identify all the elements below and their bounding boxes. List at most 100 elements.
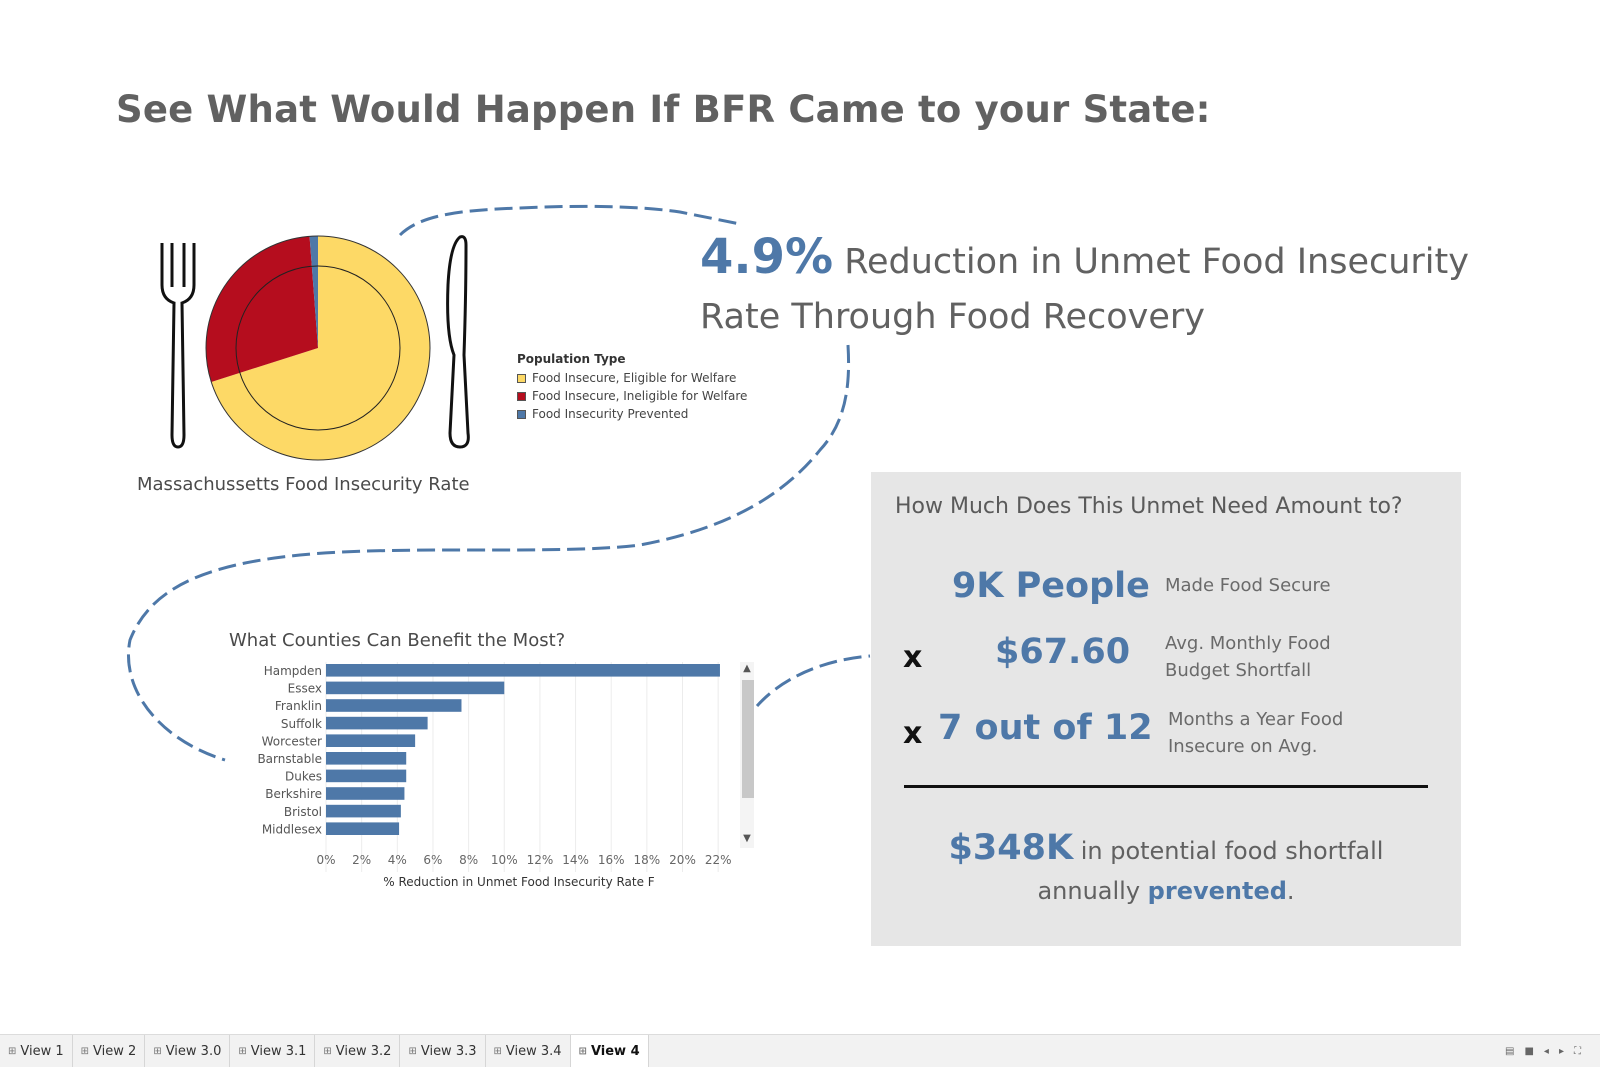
panel-question: How Much Does This Unmet Need Amount to? xyxy=(895,494,1403,519)
pie-caption: Massachussetts Food Insecurity Rate xyxy=(137,474,470,495)
sheet-icon: ⊞ xyxy=(408,1045,417,1057)
legend-item[interactable]: Food Insecurity Prevented xyxy=(517,405,747,423)
bar[interactable] xyxy=(326,804,401,818)
bar[interactable] xyxy=(326,664,720,677)
tab-view-3-0[interactable]: ⊞ View 3.0 xyxy=(145,1035,231,1067)
next-sheet-icon[interactable]: ▸ xyxy=(1558,1046,1564,1057)
bar[interactable] xyxy=(326,752,407,765)
category-label: Worcester xyxy=(262,734,322,748)
desc-line: Months a Year Food xyxy=(1168,709,1344,730)
x-tick-label: 18% xyxy=(634,853,661,867)
x-tick-label: 0% xyxy=(316,853,335,867)
tab-label: View 4 xyxy=(590,1043,640,1059)
desc-line: Budget Shortfall xyxy=(1165,660,1312,681)
tab-label: View 3.1 xyxy=(250,1043,307,1059)
bar[interactable] xyxy=(326,716,428,730)
people-desc: Made Food Secure xyxy=(1165,575,1331,596)
page-title: See What Would Happen If BFR Came to you… xyxy=(116,88,1211,131)
scroll-up-icon[interactable]: ▲ xyxy=(743,663,751,674)
tab-label: View 3.4 xyxy=(505,1043,562,1059)
tab-view-4[interactable]: ⊞ View 4 xyxy=(570,1035,649,1067)
legend-swatch xyxy=(517,373,526,383)
bar[interactable] xyxy=(326,787,405,800)
scroll-down-icon[interactable]: ▼ xyxy=(743,833,751,844)
sum-divider xyxy=(904,785,1428,788)
category-label: Bristol xyxy=(284,805,322,819)
tab-view-3-1[interactable]: ⊞ View 3.1 xyxy=(230,1035,316,1067)
food-insecurity-pie-chart xyxy=(160,235,470,461)
bar-chart-x-axis: 0% 2% 4% 6% 8% 10% 12% 14% 16% 18% 20% 22% % Reducti… xyxy=(316,853,732,889)
legend-title: Population Type xyxy=(517,352,626,366)
tab-view-3-2[interactable]: ⊞ View 3.2 xyxy=(315,1035,401,1067)
county-bar-chart[interactable]: Hampden Essex Franklin Suffolk Worcester Barn… xyxy=(240,662,760,872)
headline-text-1: Reduction in Unmet Food Insecurity xyxy=(833,242,1469,282)
x-tick-label: 22% xyxy=(705,853,732,867)
sheet-nav-controls: ▤ ■ ◂ ▸ ⛶ xyxy=(1505,1046,1581,1057)
category-label: Hampden xyxy=(264,664,322,678)
x-tick-label: 10% xyxy=(491,853,518,867)
sheet-icon: ⊞ xyxy=(153,1045,162,1057)
desc-line: Avg. Monthly Food xyxy=(1165,633,1331,654)
prev-sheet-icon[interactable]: ◂ xyxy=(1543,1046,1549,1057)
bar-chart-svg: Hampden Essex Franklin Suffolk Worcester Barn… xyxy=(257,662,720,872)
sheet-tab-bar: ⊞ View 1 ⊞ View 2 ⊞ View 3.0 ⊞ View 3.1 ⊞ Vie… xyxy=(0,1034,1600,1067)
sheet-icon: ⊞ xyxy=(493,1045,502,1057)
total-value: $348K xyxy=(948,828,1074,868)
present-icon[interactable]: ⛶ xyxy=(1573,1046,1581,1057)
x-tick-label: 20% xyxy=(669,853,696,867)
filmstrip-icon[interactable]: ■ xyxy=(1524,1046,1534,1057)
headline-stat: 4.9% Reduction in Unmet Food Insecurity … xyxy=(700,230,1480,345)
category-label: Franklin xyxy=(275,699,322,713)
bar[interactable] xyxy=(326,769,407,783)
total-shortfall: $348K in potential food shortfall annual… xyxy=(871,828,1461,911)
sheet-list-icon[interactable]: ▤ xyxy=(1505,1046,1515,1057)
desc-line: Insecure on Avg. xyxy=(1168,736,1318,757)
pie-slice[interactable] xyxy=(206,236,318,382)
tab-view-3-4[interactable]: ⊞ View 3.4 xyxy=(486,1035,571,1067)
pie-slice[interactable] xyxy=(211,236,430,460)
fork-icon xyxy=(160,243,196,449)
category-label: Dukes xyxy=(285,770,322,784)
multiply-sign: x xyxy=(903,716,923,751)
tab-view-2[interactable]: ⊞ View 2 xyxy=(73,1035,146,1067)
months-desc: Months a Year Food Insecure on Avg. xyxy=(1168,706,1343,760)
x-tick-label: 6% xyxy=(423,853,442,867)
x-tick-label: 4% xyxy=(388,853,407,867)
x-tick-label: 8% xyxy=(459,853,478,867)
tab-label: View 1 xyxy=(20,1043,64,1059)
unmet-need-panel xyxy=(871,472,1461,946)
legend-item[interactable]: Food Insecure, Ineligible for Welfare xyxy=(517,387,747,405)
bar[interactable] xyxy=(326,681,505,695)
pie-legend: Population Type Food Insecure, Eligible … xyxy=(517,352,747,423)
tab-label: View 2 xyxy=(93,1043,137,1059)
total-end: . xyxy=(1286,877,1295,905)
headline-text-2: Rate Through Food Recovery xyxy=(700,297,1206,337)
x-axis-label: % Reduction in Unmet Food Insecurity Rat… xyxy=(383,875,655,889)
sheet-icon: ⊞ xyxy=(578,1045,587,1057)
category-label: Essex xyxy=(288,682,322,696)
category-label: Suffolk xyxy=(281,717,322,731)
category-label: Middlesex xyxy=(262,822,322,836)
scrollbar-thumb[interactable] xyxy=(742,680,754,798)
knife-icon xyxy=(446,235,470,449)
tab-view-3-3[interactable]: ⊞ View 3.3 xyxy=(400,1035,486,1067)
category-label: Berkshire xyxy=(265,787,322,801)
total-text: in potential food shortfall xyxy=(1073,837,1384,865)
bar[interactable] xyxy=(326,822,400,835)
legend-item[interactable]: Food Insecure, Eligible for Welfare xyxy=(517,369,747,387)
bar[interactable] xyxy=(326,734,416,747)
legend-swatch xyxy=(517,409,526,419)
category-label: Barnstable xyxy=(257,752,322,766)
pie-slices xyxy=(206,236,430,460)
tab-label: View 3.0 xyxy=(165,1043,222,1059)
multiply-sign: x xyxy=(903,640,923,675)
legend-swatch xyxy=(517,391,526,401)
sheet-icon: ⊞ xyxy=(8,1045,17,1057)
x-tick-label: 14% xyxy=(562,853,589,867)
legend-label: Food Insecure, Ineligible for Welfare xyxy=(532,389,748,403)
tab-view-1[interactable]: ⊞ View 1 xyxy=(0,1035,73,1067)
bar[interactable] xyxy=(326,699,462,712)
pie-slice[interactable] xyxy=(309,236,318,348)
bar-chart-title: What Counties Can Benefit the Most? xyxy=(229,630,566,651)
